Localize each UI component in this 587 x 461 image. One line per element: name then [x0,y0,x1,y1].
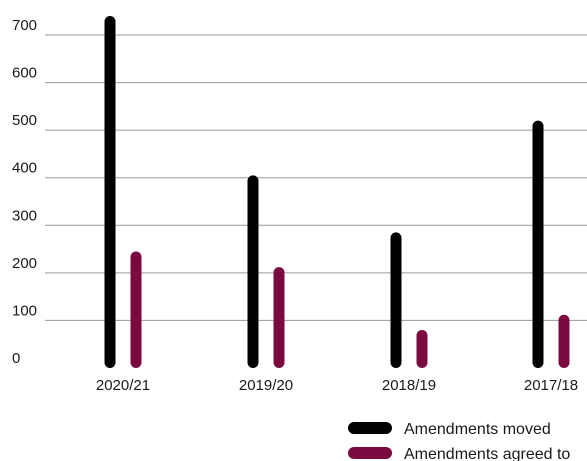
x-category-label: 2017/18 [524,377,578,394]
legend: Amendments moved Amendments agreed to [348,421,570,461]
x-axis-category-labels: 2020/21 2019/20 2018/19 2017/18 [96,377,578,394]
y-tick-label: 400 [12,160,37,177]
bar-moved-1 [247,175,259,368]
legend-swatch [348,422,392,434]
legend-label: Amendments moved [404,421,551,438]
y-tick-label: 100 [12,302,37,319]
y-tick-label: 600 [12,65,37,82]
bar-moved-2 [390,232,402,368]
bar-agreed-3 [558,314,570,368]
legend-label: Amendments agreed to [404,446,570,461]
x-category-label: 2019/20 [239,377,293,394]
y-axis-tick-labels: 0 100 200 300 400 500 600 700 [12,17,37,367]
bar-agreed-1 [273,267,285,368]
bar-agreed-2 [416,329,428,368]
x-category-label: 2018/19 [382,377,436,394]
y-tick-label: 500 [12,112,37,129]
bar-agreed-0 [130,251,142,368]
gridlines [45,34,587,321]
y-tick-label: 700 [12,17,37,34]
y-tick-label: 0 [12,350,20,367]
bars [104,15,570,368]
bar-moved-0 [104,15,116,368]
legend-swatch [348,447,392,459]
x-category-label: 2020/21 [96,377,150,394]
y-tick-label: 300 [12,207,37,224]
bar-moved-3 [532,120,544,368]
y-tick-label: 200 [12,255,37,272]
